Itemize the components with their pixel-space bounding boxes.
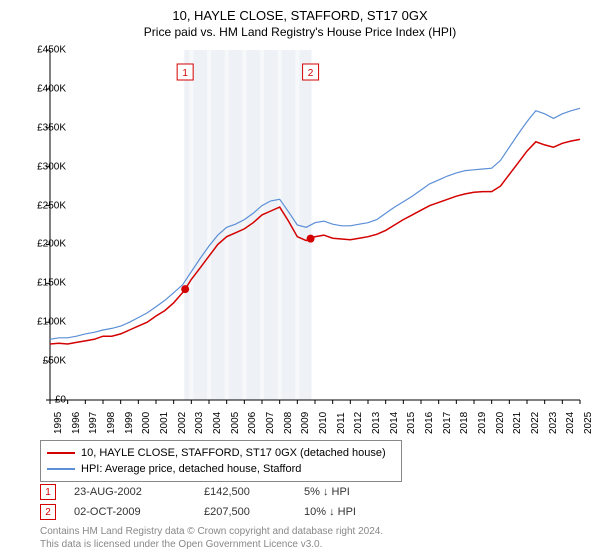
- marker-table: 1 23-AUG-2002 £142,500 5% ↓ HPI 2 02-OCT…: [40, 482, 424, 522]
- svg-text:1: 1: [182, 68, 188, 79]
- x-tick-label: 2017: [442, 412, 453, 434]
- x-tick-label: 2007: [265, 412, 276, 434]
- legend-swatch: [47, 468, 75, 470]
- x-tick-label: 2018: [459, 412, 470, 434]
- y-tick-label: £50K: [43, 356, 66, 367]
- x-tick-label: 2008: [283, 412, 294, 434]
- x-tick-label: 1999: [124, 412, 135, 434]
- x-tick-label: 2020: [495, 412, 506, 434]
- x-tick-label: 2022: [530, 412, 541, 434]
- legend-swatch: [47, 452, 75, 454]
- chart-subtitle: Price paid vs. HM Land Registry's House …: [0, 23, 600, 39]
- footer: Contains HM Land Registry data © Crown c…: [40, 525, 383, 551]
- x-tick-label: 2014: [389, 412, 400, 434]
- y-tick-label: £150K: [37, 278, 66, 289]
- legend-label: HPI: Average price, detached house, Staf…: [81, 463, 301, 475]
- marker-pct: 5% ↓ HPI: [304, 486, 424, 498]
- marker-price: £207,500: [204, 506, 304, 518]
- marker-index-box: 2: [40, 504, 56, 520]
- svg-text:2: 2: [308, 68, 314, 79]
- marker-date: 23-AUG-2002: [74, 486, 204, 498]
- x-tick-label: 2023: [548, 412, 559, 434]
- x-tick-label: 1995: [53, 412, 64, 434]
- x-tick-label: 2002: [177, 412, 188, 434]
- marker-row: 2 02-OCT-2009 £207,500 10% ↓ HPI: [40, 502, 424, 522]
- x-tick-label: 2006: [247, 412, 258, 434]
- legend-label: 10, HAYLE CLOSE, STAFFORD, ST17 0GX (det…: [81, 447, 386, 459]
- x-tick-label: 2003: [194, 412, 205, 434]
- y-tick-label: £250K: [37, 200, 66, 211]
- marker-index-box: 1: [40, 484, 56, 500]
- x-tick-label: 2025: [583, 412, 594, 434]
- x-tick-label: 2001: [159, 412, 170, 434]
- legend-item: HPI: Average price, detached house, Staf…: [47, 461, 395, 477]
- x-tick-label: 2019: [477, 412, 488, 434]
- y-tick-label: £400K: [37, 83, 66, 94]
- footer-line: Contains HM Land Registry data © Crown c…: [40, 525, 383, 538]
- x-tick-label: 2004: [212, 412, 223, 434]
- y-tick-label: £200K: [37, 239, 66, 250]
- y-tick-label: £450K: [37, 45, 66, 56]
- x-tick-label: 2011: [336, 412, 347, 434]
- y-tick-label: £100K: [37, 317, 66, 328]
- x-tick-label: 1997: [88, 412, 99, 434]
- y-tick-label: £300K: [37, 161, 66, 172]
- x-tick-label: 2015: [406, 412, 417, 434]
- x-tick-label: 2000: [141, 412, 152, 434]
- x-tick-label: 2021: [512, 412, 523, 434]
- x-tick-label: 1998: [106, 412, 117, 434]
- x-tick-label: 1996: [71, 412, 82, 434]
- x-tick-label: 2012: [353, 412, 364, 434]
- footer-line: This data is licensed under the Open Gov…: [40, 538, 383, 551]
- chart-plot-area: 12: [50, 50, 580, 400]
- x-tick-label: 2013: [371, 412, 382, 434]
- x-tick-label: 2024: [565, 412, 576, 434]
- y-tick-label: £0: [55, 395, 66, 406]
- y-tick-label: £350K: [37, 122, 66, 133]
- chart-title: 10, HAYLE CLOSE, STAFFORD, ST17 0GX: [0, 0, 600, 23]
- legend: 10, HAYLE CLOSE, STAFFORD, ST17 0GX (det…: [40, 440, 402, 482]
- legend-item: 10, HAYLE CLOSE, STAFFORD, ST17 0GX (det…: [47, 445, 395, 461]
- marker-row: 1 23-AUG-2002 £142,500 5% ↓ HPI: [40, 482, 424, 502]
- marker-price: £142,500: [204, 486, 304, 498]
- x-tick-label: 2016: [424, 412, 435, 434]
- marker-pct: 10% ↓ HPI: [304, 506, 424, 518]
- marker-date: 02-OCT-2009: [74, 506, 204, 518]
- x-tick-label: 2010: [318, 412, 329, 434]
- x-tick-label: 2005: [230, 412, 241, 434]
- x-tick-label: 2009: [300, 412, 311, 434]
